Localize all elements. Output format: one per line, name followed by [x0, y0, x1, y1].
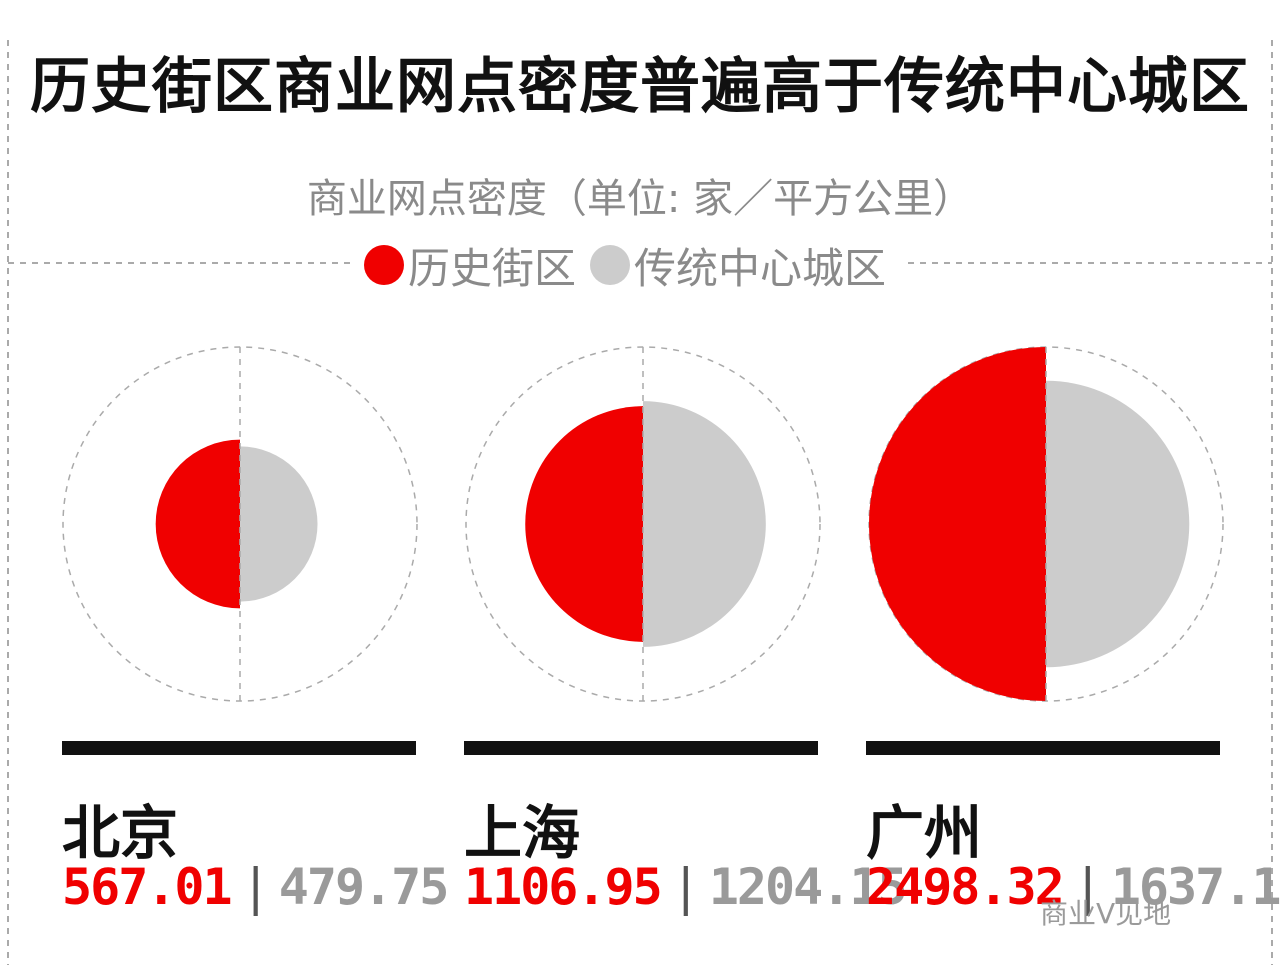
- half-circle-historic-guangzhou: [869, 347, 1046, 701]
- value-separator: |: [240, 858, 271, 916]
- value-separator: |: [670, 858, 701, 916]
- half-circle-historic-beijing: [155, 439, 240, 609]
- legend-historic-swatch: [364, 245, 404, 285]
- chart-title: 历史街区商业网点密度普遍高于传统中心城区: [30, 52, 1250, 122]
- half-circle-traditional-guangzhou: [1046, 380, 1190, 668]
- legend-traditional-swatch: [590, 245, 631, 285]
- value-traditional-shanghai: 1204.15: [708, 858, 908, 916]
- legend-traditional-label: 传统中心城区: [634, 243, 887, 293]
- half-circle-historic-shanghai: [525, 406, 643, 642]
- legend: 历史街区 传统中心城区: [356, 238, 909, 293]
- value-historic-beijing: 567.01: [62, 858, 233, 916]
- city-label-shanghai: 上海: [464, 799, 581, 867]
- value-traditional-beijing: 479.75: [278, 858, 450, 916]
- half-circle-traditional-beijing: [240, 446, 318, 602]
- values-beijing: 567.01 | 479.75: [62, 858, 450, 916]
- legend-historic-label: 历史街区: [408, 243, 577, 293]
- watermark: 商业V见地: [1040, 897, 1172, 930]
- city-bar-guangzhou: [866, 741, 1220, 755]
- city-bar-beijing: [62, 741, 416, 755]
- values-guangzhou: 2498.32|1637.16: [866, 858, 1280, 916]
- city-label-beijing: 北京: [62, 799, 179, 867]
- half-circle-traditional-shanghai: [643, 401, 766, 647]
- city-label-guangzhou: 广州: [866, 799, 983, 867]
- value-historic-shanghai: 1106.95: [464, 858, 663, 916]
- value-historic-guangzhou: 2498.32: [866, 858, 1065, 916]
- values-shanghai: 1106.95 | 1204.15: [464, 858, 908, 916]
- value-traditional-guangzhou: 1637.16: [1110, 858, 1280, 916]
- city-bar-shanghai: [464, 741, 818, 755]
- chart-subtitle: 商业网点密度（单位: 家／平方公里）: [306, 176, 974, 222]
- value-separator: |: [1072, 858, 1103, 916]
